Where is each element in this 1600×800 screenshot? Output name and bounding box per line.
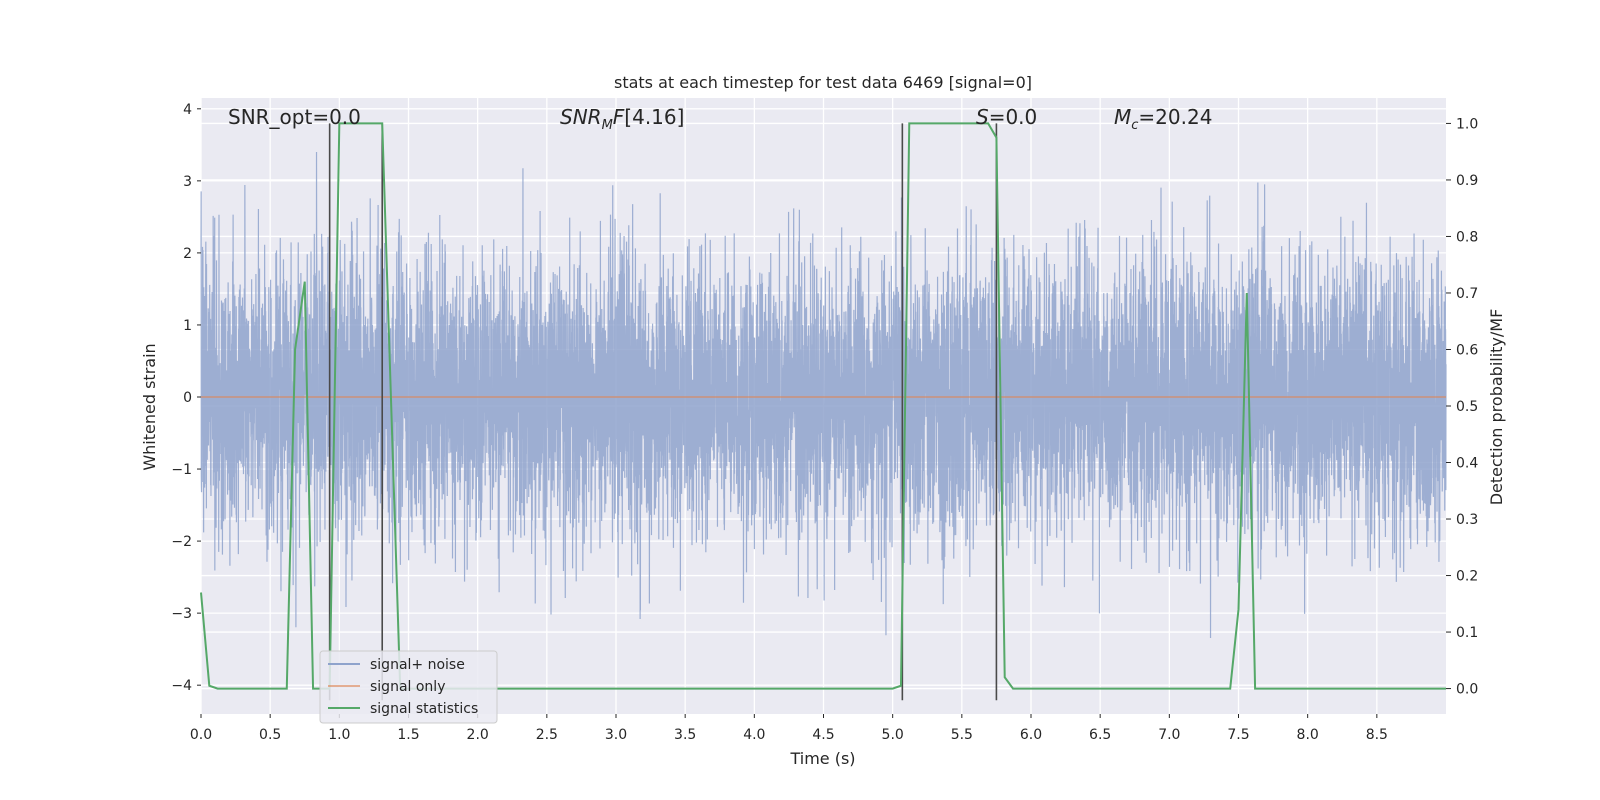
- y-ticks: −4 −3 −2 −1 0 1 2 3 4: [171, 102, 201, 694]
- x-tick-label-9: 4.5: [812, 727, 834, 743]
- legend-box: [319, 650, 498, 724]
- signal-statistics-line: [200, 122, 1446, 690]
- y2-tick-label-6: 0.6: [1456, 342, 1478, 358]
- y2-tick-label-10: 1.0: [1456, 116, 1478, 132]
- annotation-mc: Mc=20.24: [1114, 105, 1212, 133]
- legend-label-noise: signal+ noise: [370, 657, 465, 673]
- y-tick-label-8: 4: [183, 102, 192, 118]
- x-tick-label-10: 5.0: [882, 727, 904, 743]
- x-tick-label-5: 2.5: [536, 727, 558, 743]
- annotation-s: S=0.0: [976, 105, 1037, 129]
- y2-tick-label-7: 0.7: [1456, 286, 1478, 302]
- y2-tick-label-0: 0.0: [1456, 682, 1478, 698]
- x-ticks: 0.0 0.5 1.0 1.5 2.0 2.5 3.0 3.5 4.0 4.5 5.0 5.5 6.0 6…: [190, 714, 1388, 743]
- legend-label-stats: signal statistics: [370, 701, 478, 717]
- legend-label-signal: signal only: [370, 679, 445, 695]
- annotation-snr-mf-value: [4.16]: [624, 105, 684, 129]
- y2-tick-label-1: 0.1: [1456, 625, 1478, 641]
- x-tick-label-14: 7.0: [1158, 727, 1180, 743]
- y-tick-label-0: −4: [171, 678, 192, 694]
- x-tick-label-8: 4.0: [743, 727, 765, 743]
- y2-tick-label-4: 0.4: [1456, 456, 1478, 472]
- x-tick-label-17: 8.5: [1366, 727, 1388, 743]
- series-signal-statistics: [200, 122, 1446, 690]
- x-tick-label-16: 8.0: [1297, 727, 1319, 743]
- x-tick-label-13: 6.5: [1089, 727, 1111, 743]
- x-tick-label-3: 1.5: [397, 727, 419, 743]
- x-axis-label: Time (s): [789, 749, 855, 768]
- y2-tick-label-9: 0.9: [1456, 173, 1478, 189]
- x-tick-label-15: 7.5: [1227, 727, 1249, 743]
- y-tick-label-6: 2: [183, 246, 192, 262]
- y-tick-label-2: −2: [171, 534, 192, 550]
- x-tick-label-12: 6.0: [1020, 727, 1042, 743]
- y2-axis-label: Detection probability/MF: [1487, 309, 1506, 506]
- annotation-snr-opt: SNR_opt=0.0: [228, 105, 361, 129]
- x-tick-label-6: 3.0: [605, 727, 627, 743]
- series-signal-noise: [200, 152, 1447, 638]
- legend: signal+ noise signal only signal statist…: [319, 650, 498, 724]
- signal-noise-line: [200, 152, 1447, 638]
- y2-tick-label-2: 0.2: [1456, 569, 1478, 585]
- x-tick-label-7: 3.5: [674, 727, 696, 743]
- y-tick-label-5: 1: [183, 318, 192, 334]
- annotation-s-value: =0.0: [989, 105, 1038, 129]
- y-axis-label: Whitened strain: [140, 343, 159, 470]
- chart-title: stats at each timestep for test data 646…: [614, 73, 1032, 92]
- y-tick-label-1: −3: [171, 606, 192, 622]
- x-tick-label-11: 5.5: [951, 727, 973, 743]
- x-tick-label-0: 0.0: [190, 727, 212, 743]
- x-tick-label-4: 2.0: [467, 727, 489, 743]
- y2-tick-label-5: 0.5: [1456, 399, 1478, 415]
- y-tick-label-3: −1: [171, 462, 192, 478]
- x-tick-label-1: 0.5: [259, 727, 281, 743]
- x-tick-label-2: 1.0: [328, 727, 350, 743]
- y-tick-label-4: 0: [183, 390, 192, 406]
- annotation-mc-value: =20.24: [1138, 105, 1212, 129]
- y2-tick-label-3: 0.3: [1456, 512, 1478, 528]
- y2-ticks: 0.0 0.1 0.2 0.3 0.4 0.5 0.6 0.7 0.8 0.9 1.0: [1446, 116, 1478, 698]
- y-tick-label-7: 3: [183, 174, 192, 190]
- annotation-snr-mf: SNRMF[4.16]: [560, 105, 684, 133]
- y2-tick-label-8: 0.8: [1456, 229, 1478, 245]
